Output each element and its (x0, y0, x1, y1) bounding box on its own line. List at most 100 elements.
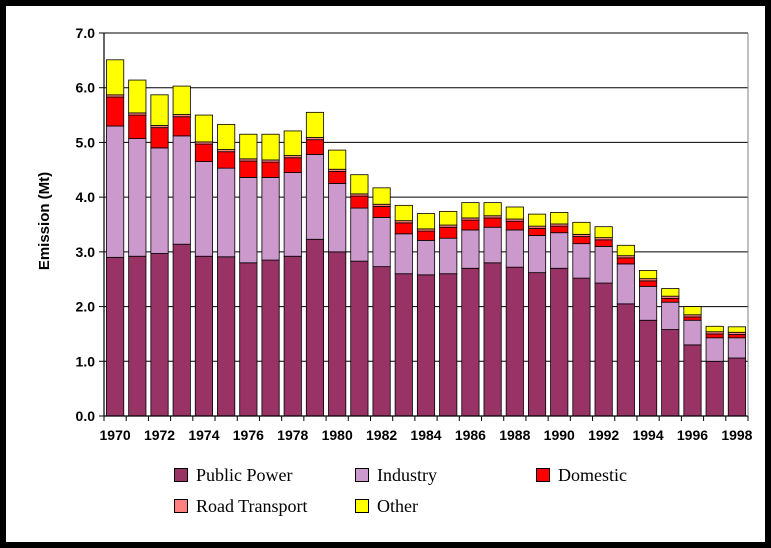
bar-segment-industry-1972 (150, 147, 169, 254)
bar-segment-industry-1995 (661, 301, 680, 330)
x-tick-label: 1982 (366, 427, 397, 443)
bar-segment-domestic-1995 (661, 297, 680, 303)
bar-segment-domestic-1976 (239, 160, 258, 178)
bar-segment-public-power-1994 (639, 319, 658, 417)
bars (106, 59, 746, 417)
bar-segment-other-1971 (128, 79, 147, 114)
bar-segment-public-power-1985 (439, 273, 458, 417)
x-tick-label: 1976 (233, 427, 264, 443)
bar-segment-other-1984 (416, 213, 436, 230)
bar-segment-domestic-1994 (639, 280, 658, 287)
bar-segment-industry-1998 (727, 337, 746, 359)
bar-segment-other-1976 (239, 133, 258, 160)
bar-segment-public-power-1990 (550, 267, 569, 417)
bar-segment-other-1993 (616, 244, 635, 257)
x-tick-label: 1992 (588, 427, 619, 443)
bar-segment-industry-1989 (527, 235, 547, 274)
bar-segment-public-power-1978 (283, 255, 302, 417)
x-tick-label: 1996 (677, 427, 708, 443)
bar-segment-domestic-1990 (550, 225, 569, 234)
bar-segment-other-1988 (505, 206, 524, 220)
bar-segment-domestic-1978 (283, 157, 302, 173)
bar-segment-public-power-1995 (661, 329, 680, 417)
bar-segment-domestic-1975 (217, 151, 236, 169)
bar-segment-other-1985 (439, 210, 458, 226)
bar-segment-other-1972 (150, 94, 169, 126)
bar-segment-industry-1987 (483, 226, 502, 264)
bar-segment-public-power-1989 (527, 272, 547, 417)
bar-segment-other-1981 (350, 174, 369, 195)
bar-segment-public-power-1970 (106, 256, 125, 417)
bar-segment-public-power-1991 (572, 277, 591, 417)
bar-segment-other-1996 (683, 306, 702, 316)
bar-segment-public-power-1979 (305, 238, 325, 417)
bar-segment-other-1987 (483, 202, 502, 217)
bar-segment-industry-1996 (683, 319, 702, 346)
bar-segment-domestic-1997 (705, 333, 724, 339)
bar-segment-public-power-1977 (261, 259, 280, 417)
bar-segment-domestic-1985 (439, 226, 458, 239)
bar-segment-domestic-1982 (372, 206, 391, 218)
bar-segment-other-1992 (594, 226, 613, 239)
bar-segment-public-power-1976 (239, 262, 258, 417)
bar-segment-industry-1975 (217, 167, 236, 258)
bar-segment-public-power-1973 (172, 243, 191, 417)
bar-segment-industry-1979 (305, 154, 325, 240)
bar-segment-public-power-1992 (594, 282, 613, 417)
bar-segment-other-1982 (372, 187, 391, 205)
bar-segment-domestic-1979 (305, 139, 325, 155)
bar-segment-industry-1973 (172, 135, 191, 245)
y-tick-label: 1.0 (76, 353, 96, 369)
bar-segment-domestic-1987 (483, 217, 502, 228)
bar-segment-industry-1980 (328, 183, 347, 253)
bar-segment-industry-1992 (594, 245, 613, 284)
bar-segment-other-1975 (217, 123, 236, 150)
bar-segment-domestic-1984 (416, 230, 436, 241)
y-tick-label: 0.0 (76, 408, 96, 424)
y-tick-label: 2.0 (76, 299, 96, 315)
bar-segment-other-1978 (283, 130, 302, 156)
bar-segment-public-power-1982 (372, 266, 391, 417)
x-tick-labels: 1970 1972 1974 1976 1978 1980 1982 1984 1986 1988… (100, 427, 753, 443)
bar-segment-industry-1974 (194, 161, 213, 257)
bar-segment-industry-1986 (461, 229, 480, 269)
bar-segment-public-power-1972 (150, 253, 169, 417)
x-tick-label: 1980 (322, 427, 353, 443)
axes (99, 32, 749, 421)
bar-segment-industry-1993 (616, 263, 635, 305)
x-tick-label: 1990 (544, 427, 575, 443)
bar-segment-public-power-1986 (461, 267, 480, 417)
bar-segment-public-power-1987 (483, 262, 502, 417)
bar-segment-domestic-1996 (683, 316, 702, 321)
bar-segment-domestic-1992 (594, 239, 613, 247)
x-tick-label: 1988 (499, 427, 530, 443)
x-tick-label: 1970 (100, 427, 131, 443)
y-tick-labels: 0.0 1.0 2.0 3.0 4.0 5.0 6.0 7.0 (76, 25, 96, 424)
bar-segment-other-1979 (305, 111, 325, 138)
bar-segment-domestic-1989 (527, 227, 547, 236)
bar-segment-other-1986 (461, 202, 480, 219)
bar-segment-industry-1977 (261, 177, 280, 261)
bar-segment-other-1973 (172, 85, 191, 115)
bar-segment-other-1980 (328, 149, 347, 170)
bar-segment-domestic-1970 (106, 96, 125, 127)
bar-segment-industry-1997 (705, 337, 724, 362)
bar-segment-public-power-1997 (705, 360, 724, 417)
bar-segment-domestic-1972 (150, 127, 169, 149)
bar-segment-domestic-1991 (572, 236, 591, 245)
stacked-bar-chart: 0.01.02.03.04.05.06.07.0 1970 1972 1974 197… (36, 25, 753, 443)
bar-segment-industry-1983 (394, 233, 413, 275)
x-tick-label: 1972 (144, 427, 175, 443)
bar-segment-other-1995 (661, 288, 680, 297)
y-axis-label: Emission (Mt) (36, 172, 53, 270)
bar-segment-industry-1981 (350, 207, 369, 262)
x-tick-label: 1978 (277, 427, 308, 443)
bar-segment-domestic-1983 (394, 222, 413, 235)
chart-frame: 0.0 1.0 2.0 3.0 4.0 5.0 6.0 7.0 1970 1972 1974 197… (6, 6, 765, 542)
bar-segment-domestic-1998 (727, 334, 746, 339)
bar-segment-domestic-1993 (616, 257, 635, 265)
bar-segment-industry-1988 (505, 229, 524, 268)
y-tick-label: 7.0 (76, 25, 96, 41)
bar-segment-public-power-1981 (350, 260, 369, 417)
bar-segment-domestic-1988 (505, 220, 524, 231)
